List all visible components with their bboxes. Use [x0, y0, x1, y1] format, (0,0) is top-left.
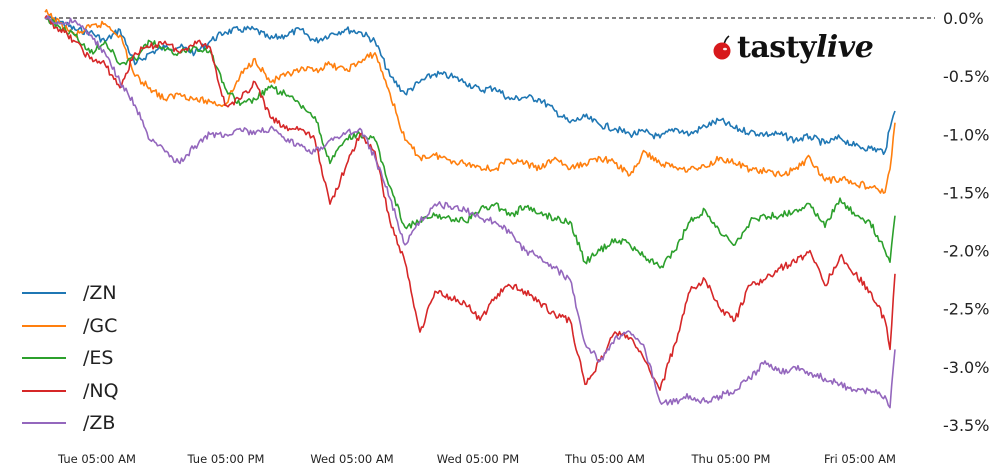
- y-tick-label: -2.0%: [943, 242, 989, 261]
- legend-swatch-gc: [22, 324, 66, 327]
- legend-item-zn: /ZN: [20, 277, 119, 310]
- y-tick-label: -3.5%: [943, 416, 989, 435]
- legend-label: /ZN: [83, 282, 117, 305]
- x-axis-ticks: Tue 05:00 AM Tue 05:00 PM Wed 05:00 AM Wed …: [57, 452, 896, 466]
- y-tick-label: 0.0%: [943, 9, 984, 28]
- x-tick-label: Fri 05:00 AM: [824, 452, 896, 466]
- legend-item-nq: /NQ: [20, 375, 119, 408]
- legend-label: /GC: [83, 314, 118, 337]
- series-lines: [44, 9, 896, 409]
- x-tick-label: Tue 05:00 AM: [57, 452, 136, 466]
- x-tick-label: Thu 05:00 PM: [691, 452, 771, 466]
- y-tick-label: -0.5%: [943, 67, 989, 86]
- y-tick-label: -1.5%: [943, 183, 989, 202]
- series-line-nq: [44, 15, 896, 391]
- legend-label: /ZB: [83, 412, 116, 435]
- legend-label: /ES: [83, 347, 114, 370]
- x-tick-label: Wed 05:00 PM: [437, 452, 519, 466]
- series-line-gc: [44, 9, 896, 194]
- x-tick-label: Wed 05:00 AM: [310, 452, 393, 466]
- y-tick-label: -3.0%: [943, 358, 989, 377]
- x-tick-label: Thu 05:00 AM: [564, 452, 645, 466]
- tastylive-logo: tastylive: [712, 30, 874, 65]
- legend-swatch-nq: [22, 389, 66, 392]
- legend-item-gc: /GC: [20, 310, 119, 343]
- y-tick-label: -2.5%: [943, 300, 989, 319]
- series-line-zb: [44, 15, 896, 409]
- legend-swatch-es: [22, 357, 66, 360]
- logo-text-tasty: tasty: [737, 30, 816, 65]
- chart-legend: /ZN /GC /ES /NQ /ZB: [20, 277, 119, 440]
- legend-swatch-zb: [22, 422, 66, 425]
- legend-item-es: /ES: [20, 342, 119, 375]
- legend-item-zb: /ZB: [20, 407, 119, 440]
- logo-text-live: live: [815, 30, 874, 65]
- cherry-icon: [712, 34, 734, 61]
- x-tick-label: Tue 05:00 PM: [187, 452, 265, 466]
- y-axis-ticks: 0.0% -0.5% -1.0% -1.5% -2.0% -2.5% -3.0% -3.5%: [943, 9, 989, 435]
- legend-label: /NQ: [83, 379, 119, 402]
- y-tick-label: -1.0%: [943, 125, 989, 144]
- legend-swatch-zn: [22, 292, 66, 295]
